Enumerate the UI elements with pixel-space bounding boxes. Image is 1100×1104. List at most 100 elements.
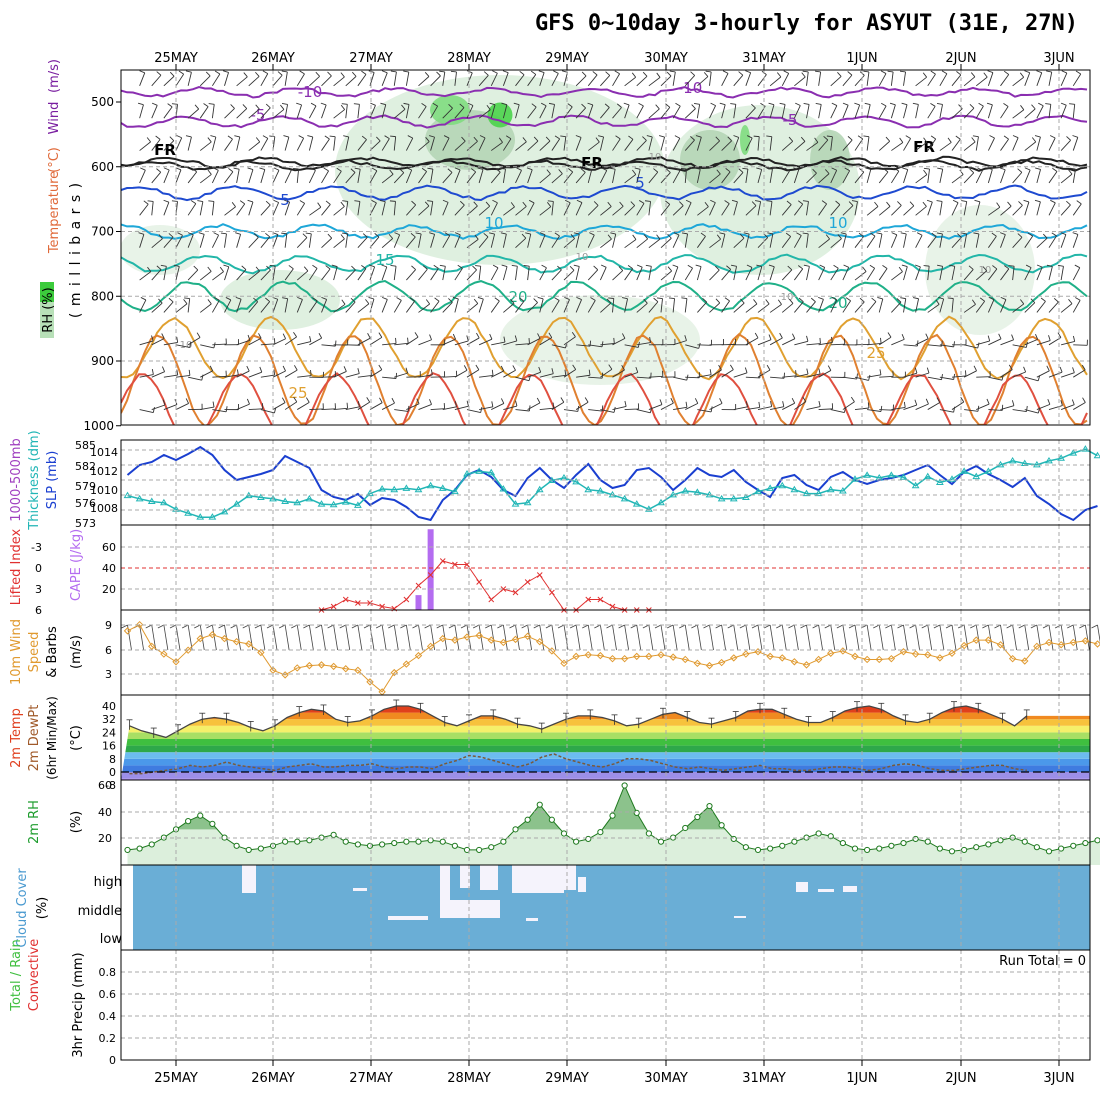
wind-barb-flag	[869, 375, 870, 380]
wind-barb-flag	[1069, 104, 1075, 105]
temp-color-band	[121, 759, 1090, 766]
wind10-frame	[121, 610, 1090, 695]
wind-barb-flag	[307, 136, 312, 137]
wind-barb	[334, 206, 345, 215]
wind-barb	[1073, 268, 1080, 280]
rh-point	[258, 846, 263, 851]
wind-barb-flag	[811, 298, 815, 302]
wind-barb-flag	[467, 71, 472, 73]
wind-barb	[394, 300, 401, 312]
slp-tick-label: 1010	[90, 484, 118, 497]
wind-barb	[673, 235, 679, 248]
wind-barb-flag	[140, 168, 145, 170]
date-label-bottom: 31MAY	[742, 1071, 786, 1086]
wind-barb-flag	[370, 103, 375, 105]
wind-barb	[782, 73, 788, 85]
rh2m-tick-label: 20	[98, 832, 112, 845]
wind-barb-flag	[948, 138, 951, 143]
wind-barb-flag	[213, 402, 214, 408]
wind-barb	[879, 106, 886, 118]
wind-barb-flag	[900, 298, 906, 299]
wind-barb-flag	[278, 72, 282, 76]
wind-barb	[904, 234, 907, 248]
surface-wind-barb	[794, 625, 798, 650]
wind-barb-flag	[280, 105, 284, 109]
wind-barb-flag	[415, 332, 418, 337]
rh-point	[501, 839, 506, 844]
wind-barb-flag	[425, 72, 429, 76]
wind-barb	[322, 269, 331, 280]
wind-barb	[188, 137, 191, 151]
wind-barb-flag	[1052, 168, 1057, 171]
lifted-index-point	[537, 573, 542, 578]
wind-barb	[1001, 370, 1013, 378]
rh-point	[367, 843, 372, 848]
wind-barb	[1013, 77, 1024, 86]
wind-barb-flag	[926, 334, 928, 339]
wind-barb	[249, 372, 262, 377]
wind-barb-flag	[247, 366, 249, 371]
rh-point	[295, 839, 300, 844]
wind-barb	[685, 268, 692, 280]
rh-point	[283, 839, 288, 844]
wind-barb-flag	[888, 71, 894, 72]
wind-barb-flag	[913, 103, 918, 104]
date-label-top: 28MAY	[447, 51, 491, 66]
temp2m-tick-label: 8	[109, 753, 116, 766]
wind-barb-flag	[451, 71, 457, 72]
wind-barb	[904, 170, 908, 183]
wind-barb-flag	[882, 265, 887, 268]
wind-barb	[164, 170, 169, 183]
wind-barb-flag	[792, 334, 794, 339]
wind-barb	[831, 268, 839, 280]
wind-barb	[916, 235, 922, 247]
wind-barb-flag	[872, 298, 876, 302]
wind-barb-flag	[942, 71, 947, 74]
wind-barb-flag	[512, 265, 518, 266]
rh-point	[998, 838, 1003, 843]
rh-shade	[680, 130, 740, 190]
wind-barb-flag	[408, 338, 409, 344]
wind-barb	[1037, 106, 1043, 118]
wind-barb	[419, 340, 432, 345]
wind-barb	[200, 174, 211, 183]
contour-label: -10	[678, 79, 703, 97]
date-label-bottom: 25MAY	[154, 1071, 198, 1086]
wind-barb-flag	[228, 168, 232, 171]
wind-barb-flag	[646, 265, 652, 266]
wind-barb-flag	[888, 333, 891, 338]
wind-barb-flag	[783, 401, 784, 406]
wind-barb-flag	[283, 366, 285, 371]
rh2m-ylabel: 2m RH	[27, 800, 42, 844]
wind-barb	[212, 170, 218, 183]
rh-point	[440, 839, 445, 844]
wind-barb	[237, 77, 248, 86]
wind-barb	[309, 106, 316, 118]
wind-barb-flag	[959, 105, 963, 109]
wind-barb	[382, 299, 387, 312]
rh-point	[949, 849, 954, 854]
wind-barb-flag	[669, 298, 675, 299]
wind-barb-flag	[1073, 336, 1074, 341]
wind-barb-flag	[614, 338, 615, 344]
wind-barb-flag	[753, 299, 756, 303]
wind-barb	[188, 270, 198, 280]
wind-barb-flag	[723, 71, 728, 74]
wind-barb	[285, 104, 287, 118]
wind-barb	[891, 272, 902, 280]
wind-barb	[988, 339, 1001, 345]
precip-ylabel-total: Total / Rain	[9, 939, 24, 1012]
surface-wind-barb	[164, 625, 168, 650]
wind-barb	[285, 137, 289, 150]
wind-barb	[916, 404, 929, 410]
wind-barb	[152, 75, 161, 86]
wind-barb-flag	[1035, 200, 1040, 201]
wind-barb-flag	[930, 103, 935, 106]
cape-bar	[428, 529, 434, 610]
wind-barb-flag	[1077, 201, 1082, 204]
rh-point	[343, 839, 348, 844]
wind-barb	[867, 72, 869, 86]
pressure-tick-label: 600	[91, 160, 114, 174]
wind-barb-flag	[865, 103, 870, 104]
